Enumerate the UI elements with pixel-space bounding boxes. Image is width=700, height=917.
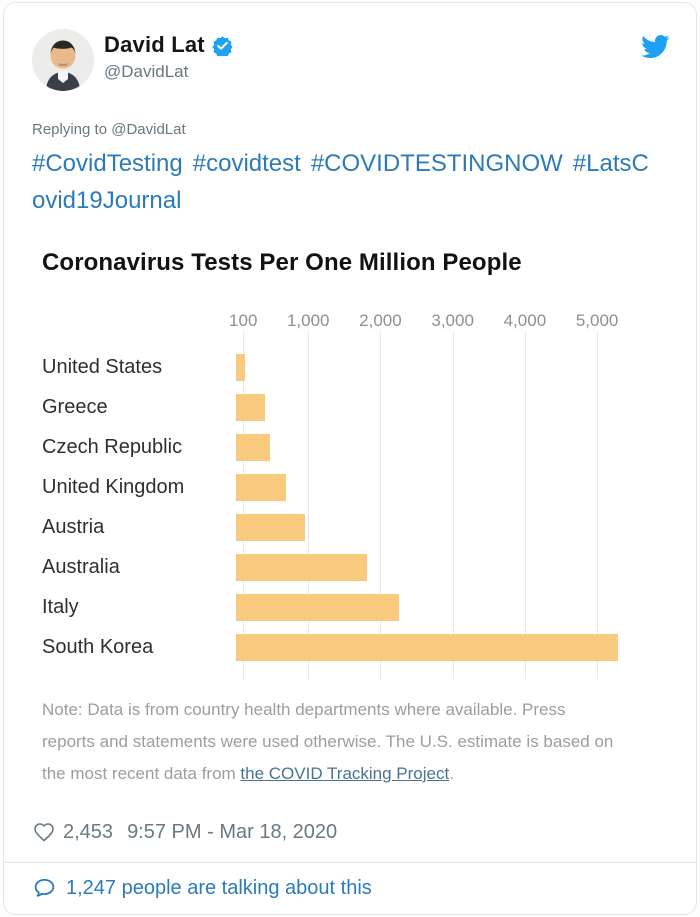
axis-tick-label: 5,000	[575, 311, 619, 330]
chart-row: Czech Republic	[42, 427, 639, 467]
heart-icon[interactable]	[32, 820, 56, 844]
chart-row: Italy	[42, 587, 639, 627]
bar-track	[236, 633, 639, 661]
display-name[interactable]: David Lat	[104, 32, 205, 57]
gridline	[308, 332, 310, 679]
country-label: United States	[42, 355, 163, 378]
chart-row: United Kingdom	[42, 467, 639, 507]
axis-tick-label: 1,000	[286, 311, 330, 330]
chart-plot: United States Greece Czech Republic United …	[42, 332, 639, 679]
country-label: Czech Republic	[42, 435, 183, 458]
chart-gridlines	[236, 332, 639, 679]
engagement-row: 2,453 9:57 PM - Mar 18, 2020	[32, 820, 668, 844]
footer-bar: 1,247 people are talking about this	[4, 862, 696, 914]
timestamp[interactable]: 9:57 PM - Mar 18, 2020	[127, 820, 338, 843]
gridline	[452, 332, 454, 679]
bar	[236, 393, 265, 421]
note-text: Note: Data is from country health depart…	[42, 700, 614, 783]
chart-row: South Korea	[42, 627, 639, 667]
chart: Coronavirus Tests Per One Million People…	[42, 249, 639, 790]
chart-row: United States	[42, 347, 639, 387]
bar-track	[236, 393, 639, 421]
bar	[236, 433, 270, 461]
bar	[236, 633, 619, 661]
country-label: United Kingdom	[42, 475, 185, 498]
bar	[236, 513, 306, 541]
chart-row: Austria	[42, 507, 639, 547]
chart-row: Greece	[42, 387, 639, 427]
tweet-card: David Lat @DavidLat Replying to @DavidLa…	[3, 2, 697, 915]
bar	[236, 473, 286, 501]
bar	[236, 593, 399, 621]
bar-track	[236, 513, 639, 541]
hashtag-link[interactable]: #CovidTesting	[32, 150, 183, 177]
gridline	[243, 332, 245, 679]
tweet-text: #CovidTesting #covidtest #COVIDTESTINGNOW #…	[32, 145, 652, 219]
gridline	[380, 332, 382, 679]
axis-tick-label: 2,000	[359, 311, 402, 330]
avatar-image	[32, 29, 94, 91]
country-label: South Korea	[42, 635, 154, 658]
chart-title: Coronavirus Tests Per One Million People	[42, 249, 522, 276]
bar-track	[236, 353, 639, 381]
reply-context[interactable]: Replying to @DavidLat	[32, 121, 186, 138]
people-talking-link[interactable]: 1,247 people are talking about this	[66, 877, 372, 899]
bar-track	[236, 553, 639, 581]
conversation-bubble-icon[interactable]	[32, 876, 57, 901]
axis-tick-label: 100	[229, 311, 258, 330]
chart-note: Note: Data is from country health depart…	[42, 694, 622, 790]
country-label: Australia	[42, 555, 120, 578]
gridline	[524, 332, 526, 679]
country-label: Austria	[42, 515, 105, 538]
axis-tick-label: 3,000	[431, 311, 474, 330]
user-handle[interactable]: @DavidLat	[104, 62, 189, 81]
twitter-logo-icon[interactable]	[640, 34, 670, 64]
axis-tick-label: 4,000	[503, 311, 547, 330]
tweet-header: David Lat @DavidLat	[4, 3, 696, 91]
like-count[interactable]: 2,453	[63, 820, 114, 843]
user-identity: David Lat @DavidLat	[104, 29, 640, 82]
bar-track	[236, 473, 639, 501]
verified-badge-icon	[212, 35, 233, 56]
chart-rows: United States Greece Czech Republic United …	[42, 347, 639, 667]
chart-x-axis: 100 1,000 2,000 3,000 4,000 5,000	[229, 311, 639, 332]
note-period: .	[449, 764, 454, 783]
bar-track	[236, 593, 639, 621]
country-label: Greece	[42, 395, 108, 418]
country-label: Italy	[42, 595, 79, 618]
hashtag-link[interactable]: #COVIDTESTINGNOW	[310, 150, 563, 177]
avatar[interactable]	[32, 29, 94, 91]
covid-tracking-project-link[interactable]: the COVID Tracking Project	[240, 764, 450, 783]
chart-row: Australia	[42, 547, 639, 587]
gridline	[597, 332, 599, 679]
bar-track	[236, 433, 639, 461]
hashtag-link[interactable]: #covidtest	[192, 150, 301, 177]
hashtag-link[interactable]: #LatsCovid19Journal	[32, 150, 649, 214]
bar	[236, 353, 246, 381]
bar	[236, 553, 368, 581]
